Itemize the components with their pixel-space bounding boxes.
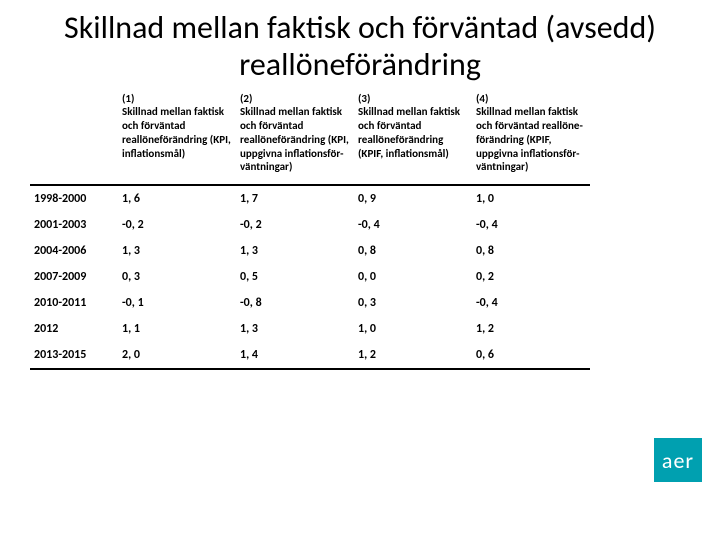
value-cell: 1, 3 [118,238,236,264]
value-cell: 1, 6 [118,185,236,212]
header-num: (4) [476,92,586,106]
value-cell: 0, 0 [354,264,472,290]
header-col-1: (1) Skillnad mellan faktisk och förvänta… [118,90,236,186]
header-desc: Skillnad mellan faktisk och förväntad re… [358,105,468,160]
value-cell: 1, 3 [236,238,354,264]
value-cell: -0, 2 [236,212,354,238]
table-row: 2004-20061, 31, 30, 80, 8 [30,238,590,264]
value-cell: 1, 7 [236,185,354,212]
brand-logo: aer [654,438,702,482]
value-cell: 0, 3 [118,264,236,290]
value-cell: 1, 4 [236,342,354,369]
data-table: (1) Skillnad mellan faktisk och förvänta… [30,90,590,371]
page-title: Skillnad mellan faktisk och förväntad (a… [0,0,720,90]
value-cell: 0, 5 [236,264,354,290]
header-desc: Skillnad mellan faktisk och förväntad re… [476,105,586,174]
value-cell: -0, 4 [472,212,590,238]
value-cell: 0, 9 [354,185,472,212]
table-row: 2010-2011-0, 1-0, 80, 3-0, 4 [30,290,590,316]
header-desc: Skillnad mellan faktisk och förväntad re… [122,105,232,160]
header-empty [30,90,118,186]
header-col-3: (3) Skillnad mellan faktisk och förvänta… [354,90,472,186]
table-row: 2013-20152, 01, 41, 20, 6 [30,342,590,369]
period-cell: 2010-2011 [30,290,118,316]
value-cell: 0, 8 [354,238,472,264]
table-row: 20121, 11, 31, 01, 2 [30,316,590,342]
value-cell: 1, 2 [472,316,590,342]
brand-logo-text: aer [662,447,694,474]
header-num: (1) [122,92,232,106]
period-cell: 2013-2015 [30,342,118,369]
table-body: 1998-20001, 61, 70, 91, 02001-2003-0, 2-… [30,185,590,369]
slide: Skillnad mellan faktisk och förväntad (a… [0,0,720,540]
value-cell: 0, 2 [472,264,590,290]
table-row: 2007-20090, 30, 50, 00, 2 [30,264,590,290]
value-cell: 1, 1 [118,316,236,342]
value-cell: -0, 2 [118,212,236,238]
header-row: (1) Skillnad mellan faktisk och förvänta… [30,90,590,186]
value-cell: 0, 3 [354,290,472,316]
period-cell: 1998-2000 [30,185,118,212]
value-cell: 1, 3 [236,316,354,342]
value-cell: 1, 0 [354,316,472,342]
value-cell: 1, 2 [354,342,472,369]
period-cell: 2004-2006 [30,238,118,264]
table-container: (1) Skillnad mellan faktisk och förvänta… [0,90,720,371]
header-desc: Skillnad mellan faktisk och förväntad re… [240,105,350,174]
value-cell: -0, 4 [472,290,590,316]
value-cell: 0, 8 [472,238,590,264]
table-header: (1) Skillnad mellan faktisk och förvänta… [30,90,590,186]
header-num: (2) [240,92,350,106]
header-col-4: (4) Skillnad mellan faktisk och förvänta… [472,90,590,186]
table-row: 2001-2003-0, 2-0, 2-0, 4-0, 4 [30,212,590,238]
value-cell: 0, 6 [472,342,590,369]
period-cell: 2001-2003 [30,212,118,238]
period-cell: 2007-2009 [30,264,118,290]
value-cell: 1, 0 [472,185,590,212]
value-cell: 2, 0 [118,342,236,369]
period-cell: 2012 [30,316,118,342]
header-col-2: (2) Skillnad mellan faktisk och förvänta… [236,90,354,186]
value-cell: -0, 4 [354,212,472,238]
header-num: (3) [358,92,468,106]
value-cell: -0, 1 [118,290,236,316]
table-row: 1998-20001, 61, 70, 91, 0 [30,185,590,212]
value-cell: -0, 8 [236,290,354,316]
